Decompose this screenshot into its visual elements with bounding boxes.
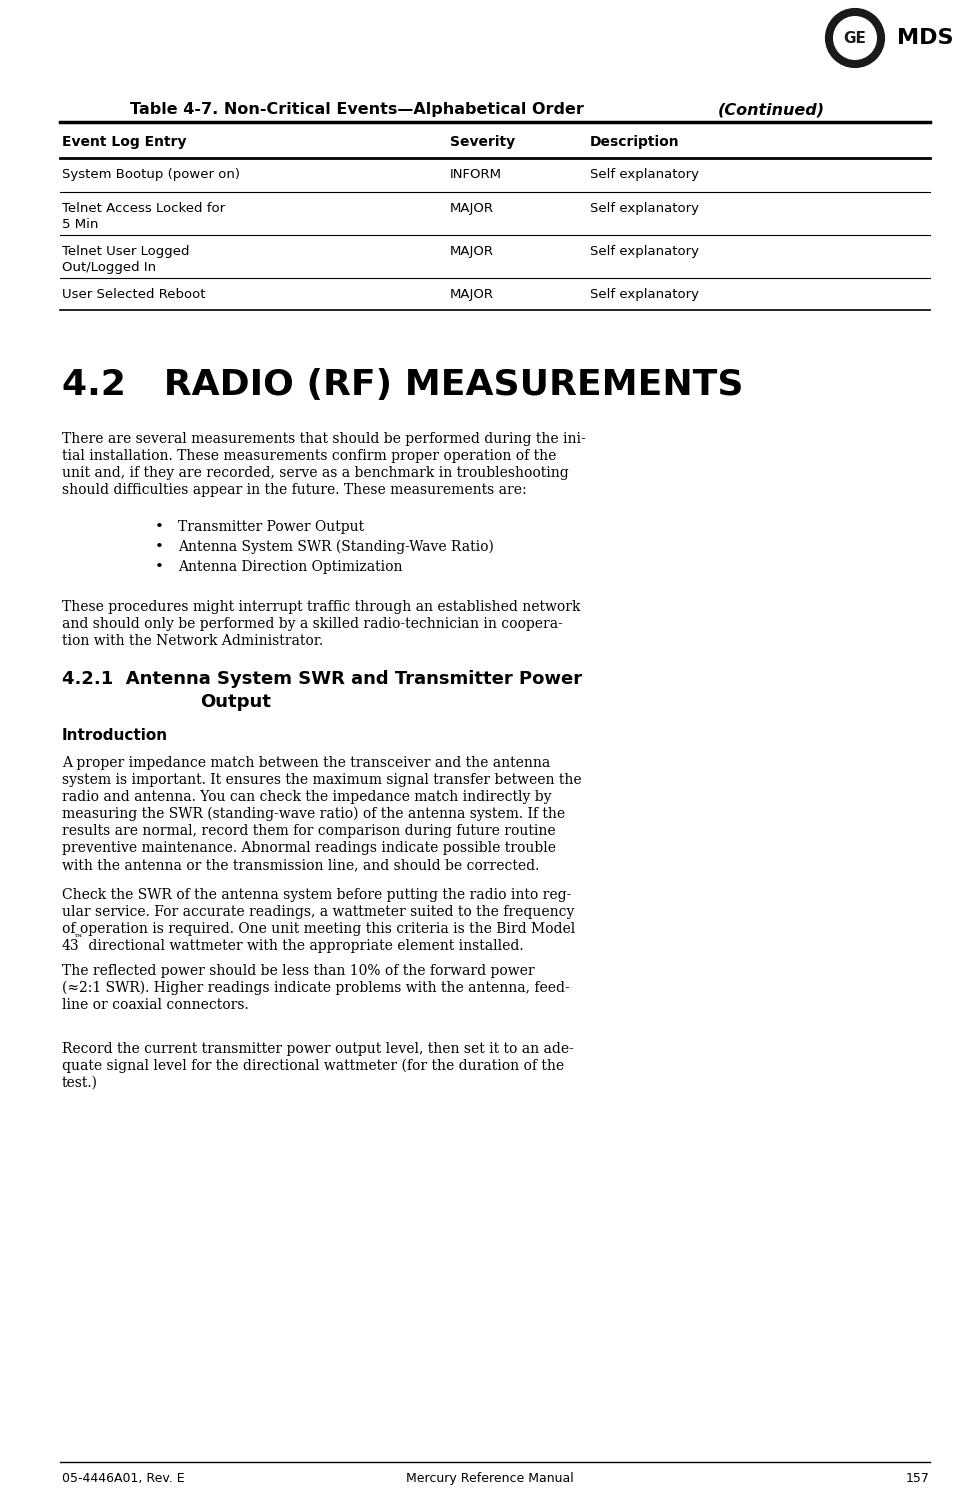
Text: 4.2.1  Antenna System SWR and Transmitter Power: 4.2.1 Antenna System SWR and Transmitter… — [62, 670, 582, 688]
Text: Out/Logged In: Out/Logged In — [62, 261, 156, 274]
Text: 157: 157 — [906, 1472, 929, 1486]
Text: Self explanatory: Self explanatory — [590, 202, 698, 214]
Text: Telnet User Logged: Telnet User Logged — [62, 244, 190, 258]
Text: preventive maintenance. Abnormal readings indicate possible trouble: preventive maintenance. Abnormal reading… — [62, 841, 556, 854]
Text: MAJOR: MAJOR — [450, 202, 494, 214]
Text: tial installation. These measurements confirm proper operation of the: tial installation. These measurements co… — [62, 450, 556, 463]
Text: ular service. For accurate readings, a wattmeter suited to the frequency: ular service. For accurate readings, a w… — [62, 905, 574, 919]
Text: line or coaxial connectors.: line or coaxial connectors. — [62, 998, 248, 1012]
Text: 05-4446A01, Rev. E: 05-4446A01, Rev. E — [62, 1472, 185, 1486]
Text: Mercury Reference Manual: Mercury Reference Manual — [406, 1472, 573, 1486]
Text: test.): test.) — [62, 1076, 98, 1090]
Text: 5 Min: 5 Min — [62, 217, 98, 231]
Text: Telnet Access Locked for: Telnet Access Locked for — [62, 202, 225, 214]
Text: results are normal, record them for comparison during future routine: results are normal, record them for comp… — [62, 824, 556, 838]
Text: MDS: MDS — [896, 28, 953, 48]
Text: Record the current transmitter power output level, then set it to an ade-: Record the current transmitter power out… — [62, 1042, 573, 1055]
Text: ™: ™ — [73, 934, 82, 943]
Text: measuring the SWR (standing-wave ratio) of the antenna system. If the: measuring the SWR (standing-wave ratio) … — [62, 806, 564, 821]
Text: MAJOR: MAJOR — [450, 244, 494, 258]
Text: Check the SWR of the antenna system before putting the radio into reg-: Check the SWR of the antenna system befo… — [62, 887, 571, 902]
Text: Antenna System SWR (Standing-Wave Ratio): Antenna System SWR (Standing-Wave Ratio) — [178, 540, 493, 555]
Text: 43: 43 — [62, 938, 79, 953]
Text: Introduction: Introduction — [62, 729, 168, 744]
Text: These procedures might interrupt traffic through an established network: These procedures might interrupt traffic… — [62, 600, 580, 615]
Text: GE: GE — [843, 30, 866, 45]
Text: tion with the Network Administrator.: tion with the Network Administrator. — [62, 634, 323, 648]
Text: Event Log Entry: Event Log Entry — [62, 135, 187, 148]
Text: unit and, if they are recorded, serve as a benchmark in troubleshooting: unit and, if they are recorded, serve as… — [62, 466, 568, 480]
Text: 4.2   RADIO (RF) MEASUREMENTS: 4.2 RADIO (RF) MEASUREMENTS — [62, 367, 742, 402]
Text: (≈2:1 SWR). Higher readings indicate problems with the antenna, feed-: (≈2:1 SWR). Higher readings indicate pro… — [62, 980, 569, 995]
Text: Self explanatory: Self explanatory — [590, 288, 698, 301]
Text: Self explanatory: Self explanatory — [590, 168, 698, 181]
Circle shape — [826, 10, 882, 66]
Text: User Selected Reboot: User Selected Reboot — [62, 288, 205, 301]
Text: of operation is required. One unit meeting this criteria is the Bird Model: of operation is required. One unit meeti… — [62, 922, 575, 935]
Text: Description: Description — [590, 135, 679, 148]
Text: The reflected power should be less than 10% of the forward power: The reflected power should be less than … — [62, 964, 534, 977]
Text: Antenna Direction Optimization: Antenna Direction Optimization — [178, 561, 402, 574]
Text: (Continued): (Continued) — [717, 102, 824, 117]
Text: Transmitter Power Output: Transmitter Power Output — [178, 520, 364, 534]
Text: MAJOR: MAJOR — [450, 288, 494, 301]
Text: directional wattmeter with the appropriate element installed.: directional wattmeter with the appropria… — [83, 938, 523, 953]
Text: •: • — [155, 561, 163, 574]
Circle shape — [832, 16, 876, 60]
Text: radio and antenna. You can check the impedance match indirectly by: radio and antenna. You can check the imp… — [62, 790, 551, 803]
Text: INFORM: INFORM — [450, 168, 502, 181]
Text: Severity: Severity — [450, 135, 514, 148]
Text: with the antenna or the transmission line, and should be corrected.: with the antenna or the transmission lin… — [62, 857, 539, 872]
Text: system is important. It ensures the maximum signal transfer between the: system is important. It ensures the maxi… — [62, 773, 581, 787]
Text: System Bootup (power on): System Bootup (power on) — [62, 168, 240, 181]
Text: •: • — [155, 520, 163, 534]
Text: There are several measurements that should be performed during the ini-: There are several measurements that shou… — [62, 432, 585, 447]
Text: Self explanatory: Self explanatory — [590, 244, 698, 258]
Text: should difficulties appear in the future. These measurements are:: should difficulties appear in the future… — [62, 483, 526, 498]
Text: quate signal level for the directional wattmeter (for the duration of the: quate signal level for the directional w… — [62, 1058, 563, 1073]
Text: A proper impedance match between the transceiver and the antenna: A proper impedance match between the tra… — [62, 755, 550, 770]
Text: and should only be performed by a skilled radio-technician in coopera-: and should only be performed by a skille… — [62, 618, 562, 631]
Text: Output: Output — [200, 693, 271, 711]
Text: Table 4-7. Non-Critical Events—Alphabetical Order: Table 4-7. Non-Critical Events—Alphabeti… — [130, 102, 583, 117]
Text: •: • — [155, 540, 163, 555]
